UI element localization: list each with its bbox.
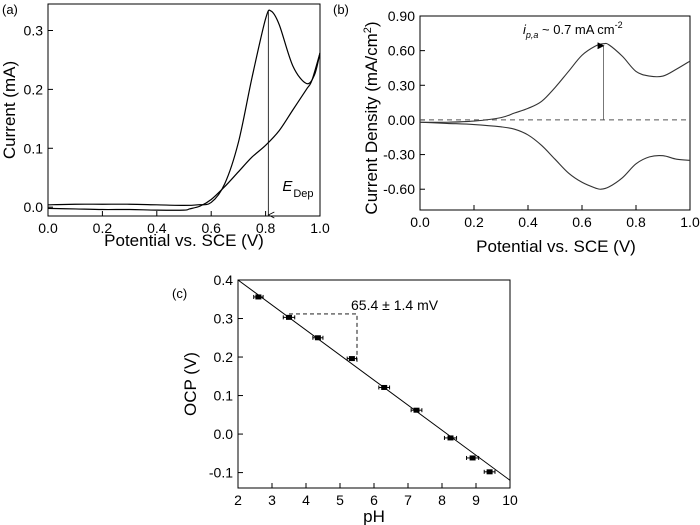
panel-b-ticks: 0.0 0.2 0.4 0.6 0.8 1.0 -0.60 -0.30 0.00 0.30 0.60… [383, 8, 700, 230]
panel-b-xtick-label: 0.6 [572, 214, 592, 230]
panel-b-xtick-label: 0.4 [518, 214, 538, 230]
panel-label-c: (c) [172, 286, 187, 301]
panel-c-xtick-label: 4 [302, 492, 310, 508]
panel-label-b: (b) [333, 2, 349, 17]
panel-b-frame [419, 15, 691, 211]
panel-b-ytick-label: -0.30 [383, 147, 415, 163]
panel-c-ytick-label: 0.1 [214, 388, 234, 404]
panel-b-ytick-label: 0.00 [388, 112, 415, 128]
panel-c-fit-line [237, 279, 511, 481]
panel-b: 0.0 0.2 0.4 0.6 0.8 1.0 -0.60 -0.30 0.00 0.30 0.60… [362, 8, 700, 256]
panel-c-ylabel: OCP (V) [181, 352, 200, 416]
panel-a-xtick-label: 0.2 [93, 220, 113, 236]
panel-b-ylabel: Current Density (mA/cm2) [362, 21, 381, 214]
panel-c: 2 3 4 5 6 7 8 9 10 -0.1 0.0 0.1 0.2 0.3 0.4 65.4 ± 1.4… [181, 272, 518, 525]
panel-c-ytick-label: 0.3 [214, 311, 234, 327]
panel-b-xtick-label: 0.8 [626, 214, 646, 230]
panel-c-xtick-label: 2 [234, 492, 242, 508]
panel-c-xtick-label: 8 [438, 492, 446, 508]
panel-b-ipa-annotation: ip,a ~ 0.7 mA cm-2 [523, 20, 623, 40]
panel-b-xtick-label: 1.0 [680, 214, 700, 230]
panel-label-a: (a) [2, 2, 18, 17]
panel-b-ytick-label: 0.30 [388, 77, 415, 93]
panel-c-xtick-label: 3 [268, 492, 276, 508]
panel-b-series-line [419, 121, 691, 190]
panel-a-xtick-label: 0.6 [201, 220, 221, 236]
panel-b-ytick-label: 0.60 [388, 43, 415, 59]
panel-b-xlabel: Potential vs. SCE (V) [476, 237, 636, 256]
panel-c-data-point [286, 314, 292, 320]
panel-a-xtick-label: 1.0 [310, 220, 330, 236]
panel-c-data-point [486, 469, 493, 475]
panel-c-data-point [469, 455, 476, 461]
panel-c-xtick-label: 7 [404, 492, 412, 508]
panel-a: 0.0 0.2 0.4 0.6 0.8 1.0 0.0 0.1 0.2 0.3 E Dep Pot… [0, 3, 330, 250]
panel-a-edep-symbol: E [282, 178, 293, 195]
panel-c-xtick-label: 5 [336, 492, 344, 508]
panel-c-xtick-label: 6 [370, 492, 378, 508]
panel-b-xtick-label: 0.2 [464, 214, 484, 230]
panel-c-ytick-label: -0.1 [209, 465, 233, 481]
panel-b-ytick-label: 0.90 [388, 8, 415, 24]
panel-c-xlabel: pH [363, 507, 385, 525]
panel-a-frame [47, 3, 321, 217]
panel-c-slope-annotation: 65.4 ± 1.4 mV [351, 297, 439, 313]
panel-a-xlabel: Potential vs. SCE (V) [104, 231, 264, 250]
panel-a-series-line [47, 9, 321, 207]
panel-c-xtick-label: 9 [472, 492, 480, 508]
panel-c-ytick-label: 0.2 [214, 349, 234, 365]
panel-c-slope-triangle [289, 313, 358, 363]
panel-a-series [47, 9, 321, 211]
panel-a-xtick-label: 0.4 [147, 220, 167, 236]
panel-a-ylabel: Current (mA) [0, 61, 19, 159]
panel-c-data-point [381, 384, 388, 390]
panel-c-ytick-label: 0.0 [214, 426, 234, 442]
panel-a-xtick-label: 0.8 [256, 220, 276, 236]
panel-b-ytick-label: -0.60 [383, 181, 415, 197]
panel-b-xtick-label: 0.0 [410, 214, 430, 230]
panel-c-ticks: 2 3 4 5 6 7 8 9 10 -0.1 0.0 0.1 0.2 0.3 0.4 [209, 272, 518, 508]
panel-c-ytick-label: 0.4 [214, 272, 234, 288]
panel-b-series-line [419, 42, 691, 123]
panel-b-series [419, 42, 691, 190]
panel-c-data-point [314, 335, 321, 341]
panel-a-ticks: 0.0 0.2 0.4 0.6 0.8 1.0 0.0 0.1 0.2 0.3 [24, 23, 330, 237]
panel-a-ytick-label: 0.0 [24, 199, 44, 215]
panel-c-points [253, 294, 496, 475]
panel-c-data-point [413, 407, 420, 413]
panel-a-ytick-label: 0.1 [24, 140, 44, 156]
panel-a-ytick-label: 0.2 [24, 81, 44, 97]
panel-a-ytick-label: 0.3 [24, 23, 44, 39]
panel-c-xtick-label: 10 [502, 492, 518, 508]
panel-c-data-point [447, 435, 454, 441]
panel-a-xtick-label: 0.0 [38, 220, 58, 236]
panel-c-data-point [348, 356, 355, 362]
panel-a-series-line [47, 52, 321, 211]
panel-c-data-point [255, 294, 262, 300]
panel-a-edep-subscript: Dep [293, 188, 313, 200]
